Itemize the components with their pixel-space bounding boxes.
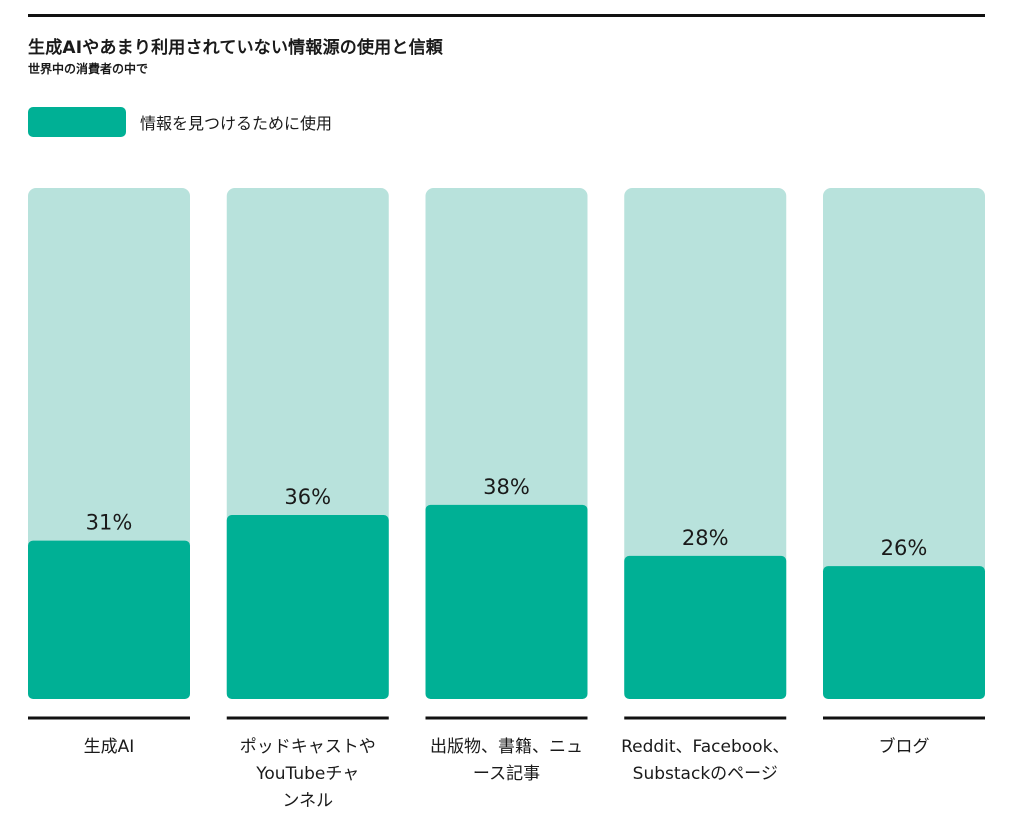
category-rule xyxy=(28,716,190,720)
category-label: 出版物、書籍、ニュ xyxy=(430,737,583,757)
category-label: ブログ xyxy=(879,736,930,757)
category-label: ース記事 xyxy=(473,764,540,784)
category-label: 生成AI xyxy=(84,737,135,757)
category-rule xyxy=(425,716,588,720)
data-label: 36% xyxy=(284,485,331,509)
data-label: 38% xyxy=(483,475,530,499)
data-label: 31% xyxy=(86,511,133,535)
top-rule xyxy=(28,14,985,17)
bar xyxy=(624,555,787,699)
bar xyxy=(823,566,985,699)
category-label: ポッドキャストや xyxy=(240,737,376,757)
legend: 情報を見つけるために使用 xyxy=(28,107,332,137)
category-label: ンネル xyxy=(282,791,333,811)
chart-title: 生成AIやあまり利用されていない情報源の使用と信頼 xyxy=(28,38,443,58)
category-rule xyxy=(226,716,389,720)
bar xyxy=(425,504,588,699)
category-label: Substackのページ xyxy=(633,764,778,784)
data-label: 28% xyxy=(682,526,729,550)
data-label: 26% xyxy=(881,536,928,560)
category-label: Reddit、Facebook、 xyxy=(621,737,789,757)
bar xyxy=(226,515,389,699)
category-rule xyxy=(624,716,787,720)
legend-label: 情報を見つけるために使用 xyxy=(140,114,333,133)
legend-swatch xyxy=(28,107,126,137)
category-rule xyxy=(823,716,985,720)
bar xyxy=(28,540,190,699)
category-label: YouTubeチャ xyxy=(255,764,359,784)
chart-subtitle: 世界中の消費者の中で xyxy=(28,62,149,76)
